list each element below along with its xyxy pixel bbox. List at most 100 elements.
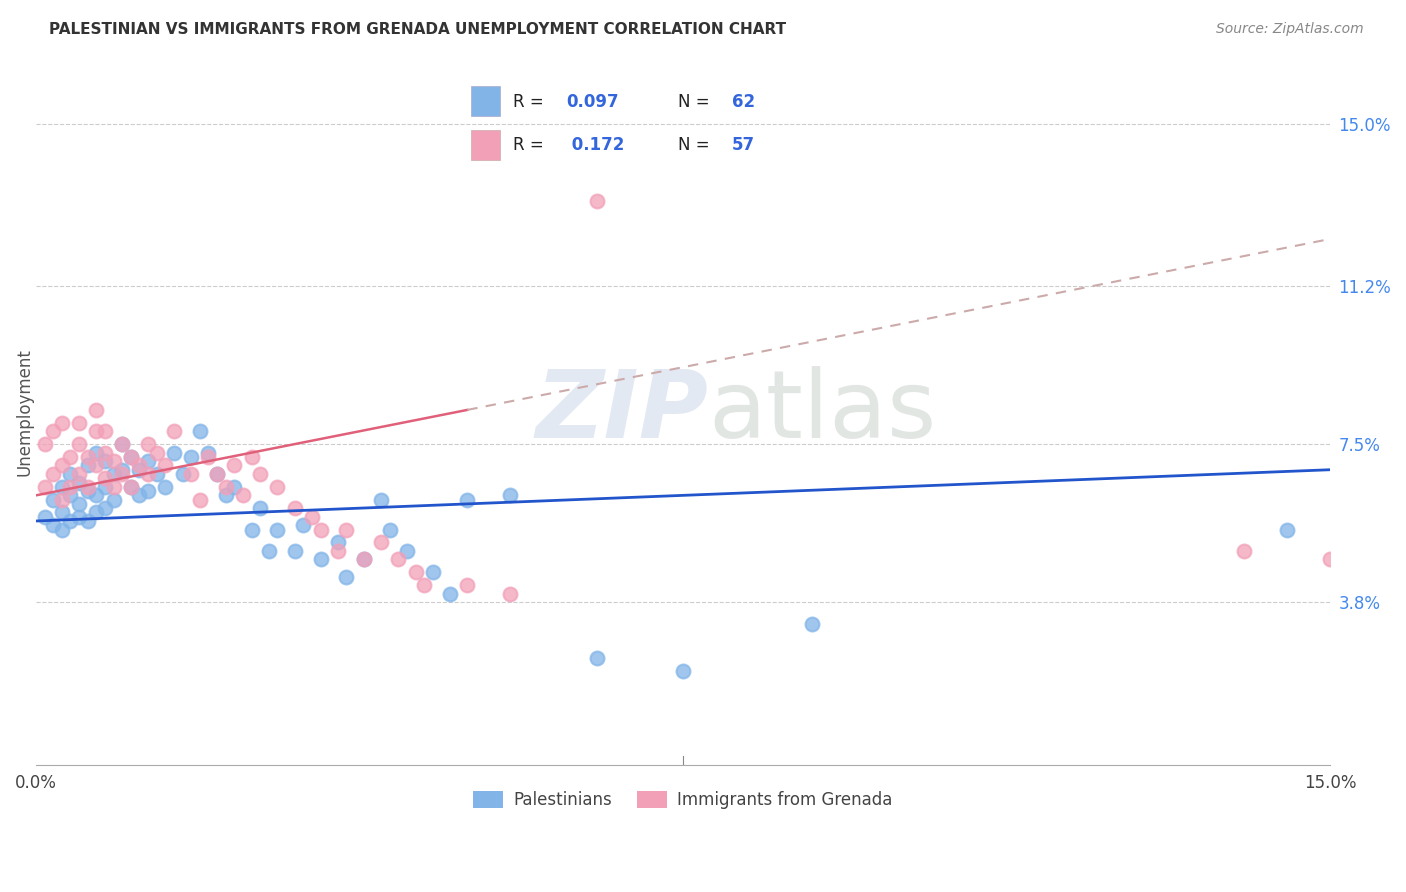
Point [163,445,186,459]
Point [249,501,271,516]
Point [128,488,150,502]
Point [197,445,219,459]
Text: ZIP: ZIP [536,366,709,458]
Point [76,484,98,499]
Point [86,458,108,473]
Point [86,403,108,417]
Point [111,463,134,477]
Point [335,523,357,537]
Point [240,450,263,464]
Point [292,518,315,533]
Point [1319,552,1341,566]
Point [86,505,108,519]
Point [42,518,65,533]
Point [266,480,288,494]
Point [145,467,167,481]
Point [405,566,427,580]
Point [51,523,73,537]
Point [120,450,142,464]
Point [240,523,263,537]
Y-axis label: Unemployment: Unemployment [15,348,34,476]
Point [439,586,461,600]
Point [94,454,117,468]
Point [215,488,238,502]
Point [34,509,56,524]
Point [59,480,82,494]
Point [59,450,82,464]
Point [94,501,117,516]
Point [422,566,444,580]
Point [136,437,159,451]
Point [128,463,150,477]
Point [120,480,142,494]
Point [249,467,271,481]
Point [103,454,125,468]
Point [172,467,194,481]
Point [103,467,125,481]
Point [180,450,202,464]
Point [672,664,695,678]
Point [326,535,349,549]
Point [224,458,246,473]
Point [257,544,280,558]
Point [145,445,167,459]
Point [205,467,228,481]
Point [76,450,98,464]
Point [76,514,98,528]
Point [499,488,522,502]
Point [76,480,98,494]
Legend: Palestinians, Immigrants from Grenada: Palestinians, Immigrants from Grenada [467,785,900,816]
Point [1233,544,1256,558]
Point [232,488,254,502]
Point [42,492,65,507]
Point [67,416,90,430]
Point [224,480,246,494]
Point [370,535,392,549]
Text: PALESTINIAN VS IMMIGRANTS FROM GRENADA UNEMPLOYMENT CORRELATION CHART: PALESTINIAN VS IMMIGRANTS FROM GRENADA U… [49,22,786,37]
Point [42,424,65,438]
Point [136,454,159,468]
Point [120,450,142,464]
Point [136,484,159,499]
Point [370,492,392,507]
Point [188,424,211,438]
Point [284,501,307,516]
Point [51,458,73,473]
Point [215,480,238,494]
Point [94,424,117,438]
Point [51,416,73,430]
Point [197,450,219,464]
Point [128,458,150,473]
Point [456,492,478,507]
Point [301,509,323,524]
Point [59,467,82,481]
Point [120,480,142,494]
Point [76,458,98,473]
Point [51,492,73,507]
Point [103,480,125,494]
Point [205,467,228,481]
Point [395,544,418,558]
Point [111,467,134,481]
Point [86,445,108,459]
Point [103,492,125,507]
Point [155,480,177,494]
Point [67,509,90,524]
Text: atlas: atlas [709,366,936,458]
Point [34,437,56,451]
Point [180,467,202,481]
Point [94,471,117,485]
Point [163,424,186,438]
Point [51,480,73,494]
Point [188,492,211,507]
Point [67,437,90,451]
Point [94,445,117,459]
Point [86,424,108,438]
Point [456,578,478,592]
Point [86,488,108,502]
Point [585,650,607,665]
Point [413,578,436,592]
Text: Source: ZipAtlas.com: Source: ZipAtlas.com [1216,22,1364,37]
Point [136,467,159,481]
Point [284,544,307,558]
